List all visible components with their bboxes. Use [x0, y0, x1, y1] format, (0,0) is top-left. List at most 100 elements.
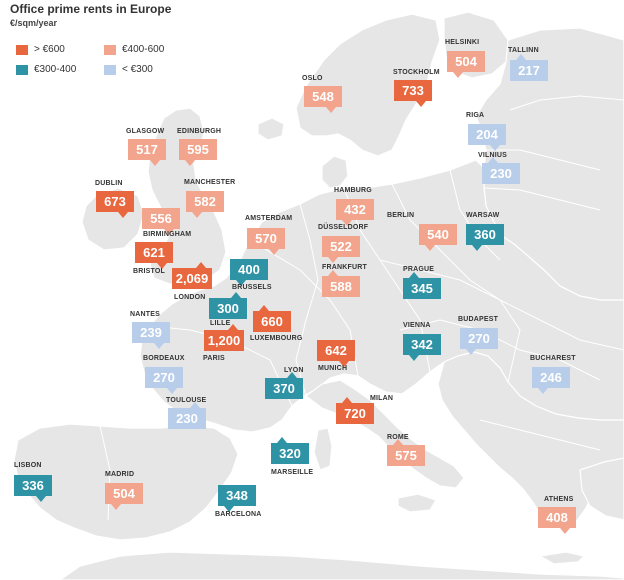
city-label-tallinn: TALLINN: [508, 47, 539, 54]
rent-badge-riga: 204: [468, 124, 506, 151]
rent-badge-unlabeled: 556: [142, 208, 180, 235]
iberia-landmass: [13, 423, 239, 541]
city-label-rome: ROME: [387, 434, 409, 441]
rent-badge-oslo: 548: [304, 86, 342, 113]
rent-badge-nantes: 239: [132, 322, 170, 349]
rent-badge-lille: 300: [209, 292, 247, 319]
rent-badge-budapest: 270: [460, 328, 498, 355]
legend-swatch: [16, 44, 28, 55]
legend-item-mid: €300-400: [16, 64, 76, 75]
rent-badge-hamburg: 432: [336, 199, 374, 226]
city-label-oslo: OSLO: [302, 75, 323, 82]
city-label-vienna: VIENNA: [403, 322, 431, 329]
legend-swatch: [104, 64, 116, 75]
rent-badge-lisbon: 336: [14, 475, 52, 502]
rent-badge-rome: 575: [387, 439, 425, 466]
rent-badge-berlin: 540: [419, 224, 457, 251]
rent-badge-bucharest: 246: [532, 367, 570, 394]
north-islands-landmass: [257, 117, 285, 141]
rent-badge-dublin: 673: [96, 191, 134, 218]
rent-badge-bordeaux: 270: [145, 367, 183, 394]
city-label-paris: PARIS: [203, 355, 225, 362]
rent-badge-warsaw: 360: [466, 224, 504, 251]
city-label-stockholm: STOCKHOLM: [393, 69, 440, 76]
rent-badge-barcelona: 348: [218, 485, 256, 512]
rent-badge-stockholm: 733: [394, 80, 432, 107]
city-label-madrid: MADRID: [105, 471, 135, 478]
map-subtitle: €/sqm/year: [10, 18, 58, 28]
rent-badge-amsterdam: 570: [247, 228, 285, 255]
legend-label: < €300: [122, 64, 153, 75]
rent-badge-lyon: 370: [265, 372, 303, 399]
city-label-birmingham: BIRMINGHAM: [143, 231, 192, 238]
rent-badge-london: 2,069: [172, 262, 212, 289]
border-line: [509, 95, 624, 111]
rent-badge-manchester: 582: [186, 191, 224, 218]
legend-swatch: [16, 64, 28, 75]
city-label-budapest: BUDAPEST: [458, 316, 499, 323]
city-label-prague: PRAGUE: [403, 266, 435, 273]
rent-badge-luxembourg: 660: [253, 305, 291, 332]
city-label-athens: ATHENS: [544, 496, 574, 503]
border-line: [295, 203, 319, 397]
rent-badge-toulouse: 230: [168, 402, 206, 429]
city-label-helsinki: HELSINKI: [445, 39, 480, 46]
city-label-hamburg: HAMBURG: [334, 187, 372, 194]
city-label-glasgow: GLASGOW: [126, 128, 165, 135]
sicily-landmass: [397, 493, 437, 513]
border-line: [379, 259, 624, 351]
city-label-amsterdam: AMSTERDAM: [245, 215, 293, 222]
border-line: [479, 419, 601, 451]
border-line: [486, 149, 601, 171]
rent-badge-vienna: 342: [403, 334, 441, 361]
city-label-munich: MUNICH: [318, 365, 348, 372]
city-label-dublin: DUBLIN: [95, 180, 123, 187]
city-label-edinburgh: EDINBURGH: [177, 128, 222, 135]
rent-badge-glasgow: 517: [128, 139, 166, 166]
city-label-lisbon: LISBON: [14, 462, 42, 469]
rent-badge-milan: 720: [336, 397, 374, 424]
city-label-riga: RIGA: [466, 112, 485, 119]
city-label-manchester: MANCHESTER: [184, 179, 236, 186]
city-label-milan: MILAN: [370, 395, 394, 402]
legend-item-upper-mid: €400-600: [104, 44, 164, 55]
city-label-nantes: NANTES: [130, 311, 160, 318]
rent-badge-paris: 1,200: [204, 324, 244, 351]
city-label-bucharest: BUCHAREST: [530, 355, 576, 362]
city-label-lille: LILLE: [210, 320, 231, 327]
north-africa-landmass: [58, 551, 624, 580]
crete-landmass: [538, 551, 586, 565]
legend-swatch: [104, 44, 116, 55]
city-label-lyon: LYON: [284, 367, 304, 374]
legend-label: > €600: [34, 44, 65, 55]
rent-badge-prague: 345: [403, 272, 441, 299]
rent-badge-dusseldorf: 522: [322, 236, 360, 263]
city-label-vilnius: VILNIUS: [478, 152, 508, 159]
rent-badge-helsinki: 504: [447, 51, 485, 78]
rent-badge-frankfurt: 588: [322, 270, 360, 297]
rent-badge-vilnius: 230: [482, 157, 520, 184]
city-label-toulouse: TOULOUSE: [166, 397, 207, 404]
city-label-berlin: BERLIN: [387, 212, 415, 219]
border-line: [483, 187, 601, 211]
border-line: [343, 187, 431, 373]
city-label-barcelona: BARCELONA: [215, 511, 262, 518]
city-label-dusseldorf: DÜSSELDORF: [318, 224, 369, 231]
rent-badge-munich: 642: [317, 340, 355, 367]
legend-label: €400-600: [122, 44, 165, 55]
legend-label: €300-400: [34, 64, 77, 75]
rent-badge-marseille: 320: [271, 437, 309, 464]
city-label-brussels: BRUSSELS: [232, 284, 272, 291]
city-label-marseille: MARSEILLE: [271, 469, 314, 476]
rent-badge-tallinn: 217: [510, 54, 548, 81]
rent-badge-edinburgh: 595: [179, 139, 217, 166]
rent-badge-athens: 408: [538, 507, 576, 534]
border-line: [399, 319, 601, 381]
city-label-bordeaux: BORDEAUX: [143, 355, 185, 362]
rent-badge-madrid: 504: [105, 483, 143, 510]
turkey-landmass: [579, 457, 624, 521]
denmark-landmass: [321, 155, 349, 189]
city-label-bristol: BRISTOL: [133, 268, 165, 275]
legend-item-high: > €600: [16, 44, 65, 55]
